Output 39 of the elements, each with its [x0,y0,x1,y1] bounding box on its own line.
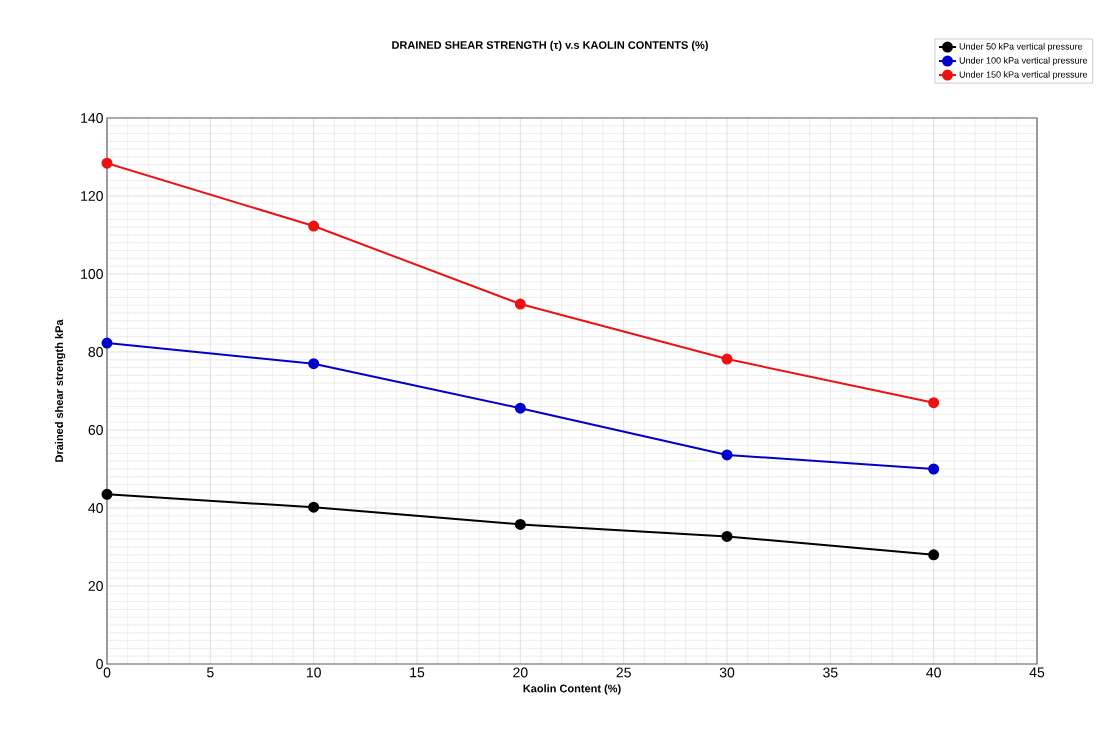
point [308,501,320,513]
x-tick-label: 40 [926,667,941,678]
y-tick-label: 80 [88,347,103,357]
x-tick-label: 25 [616,667,631,678]
legend-label: Under 150 kPa vertical pressure [959,71,1088,80]
point [514,298,526,310]
x-tick-label: 30 [719,667,735,678]
point [721,353,733,365]
legend-label: Under 100 kPa vertical pressure [959,57,1088,66]
point [514,518,526,530]
x-tick-label: 15 [410,667,425,678]
y-tick-label: 60 [88,425,103,435]
y-tick-label: 120 [81,191,103,201]
y-tick-label: 100 [81,269,103,279]
chart-title: DRAINED SHEAR STRENGTH (τ) v.s KAOLIN CONTENTS (%) [392,40,708,52]
point [101,488,113,500]
x-tick-label: 35 [823,667,838,678]
x-tick-label: 10 [306,667,321,678]
point [101,337,113,349]
point [721,530,733,542]
x-tick-label: 20 [513,667,528,678]
y-axis-title: Drained shear strength kPa [54,319,66,462]
point [928,397,940,409]
x-tick-label: 0 [103,667,111,678]
y-tick-label: 140 [81,113,103,123]
x-tick-label: 5 [207,667,214,678]
point [928,463,940,475]
point [308,220,320,232]
x-tick-label: 45 [1029,667,1045,678]
y-tick-label: 20 [88,581,103,591]
x-axis-title: Kaolin Content (%) [523,684,621,695]
legend-label: Under 50 kPa vertical pressure [959,43,1083,52]
point [721,449,733,461]
point [101,157,113,169]
point [514,402,526,414]
point [308,358,320,370]
point [928,549,940,561]
y-tick-label: 0 [96,659,103,669]
y-tick-label: 40 [88,503,103,513]
